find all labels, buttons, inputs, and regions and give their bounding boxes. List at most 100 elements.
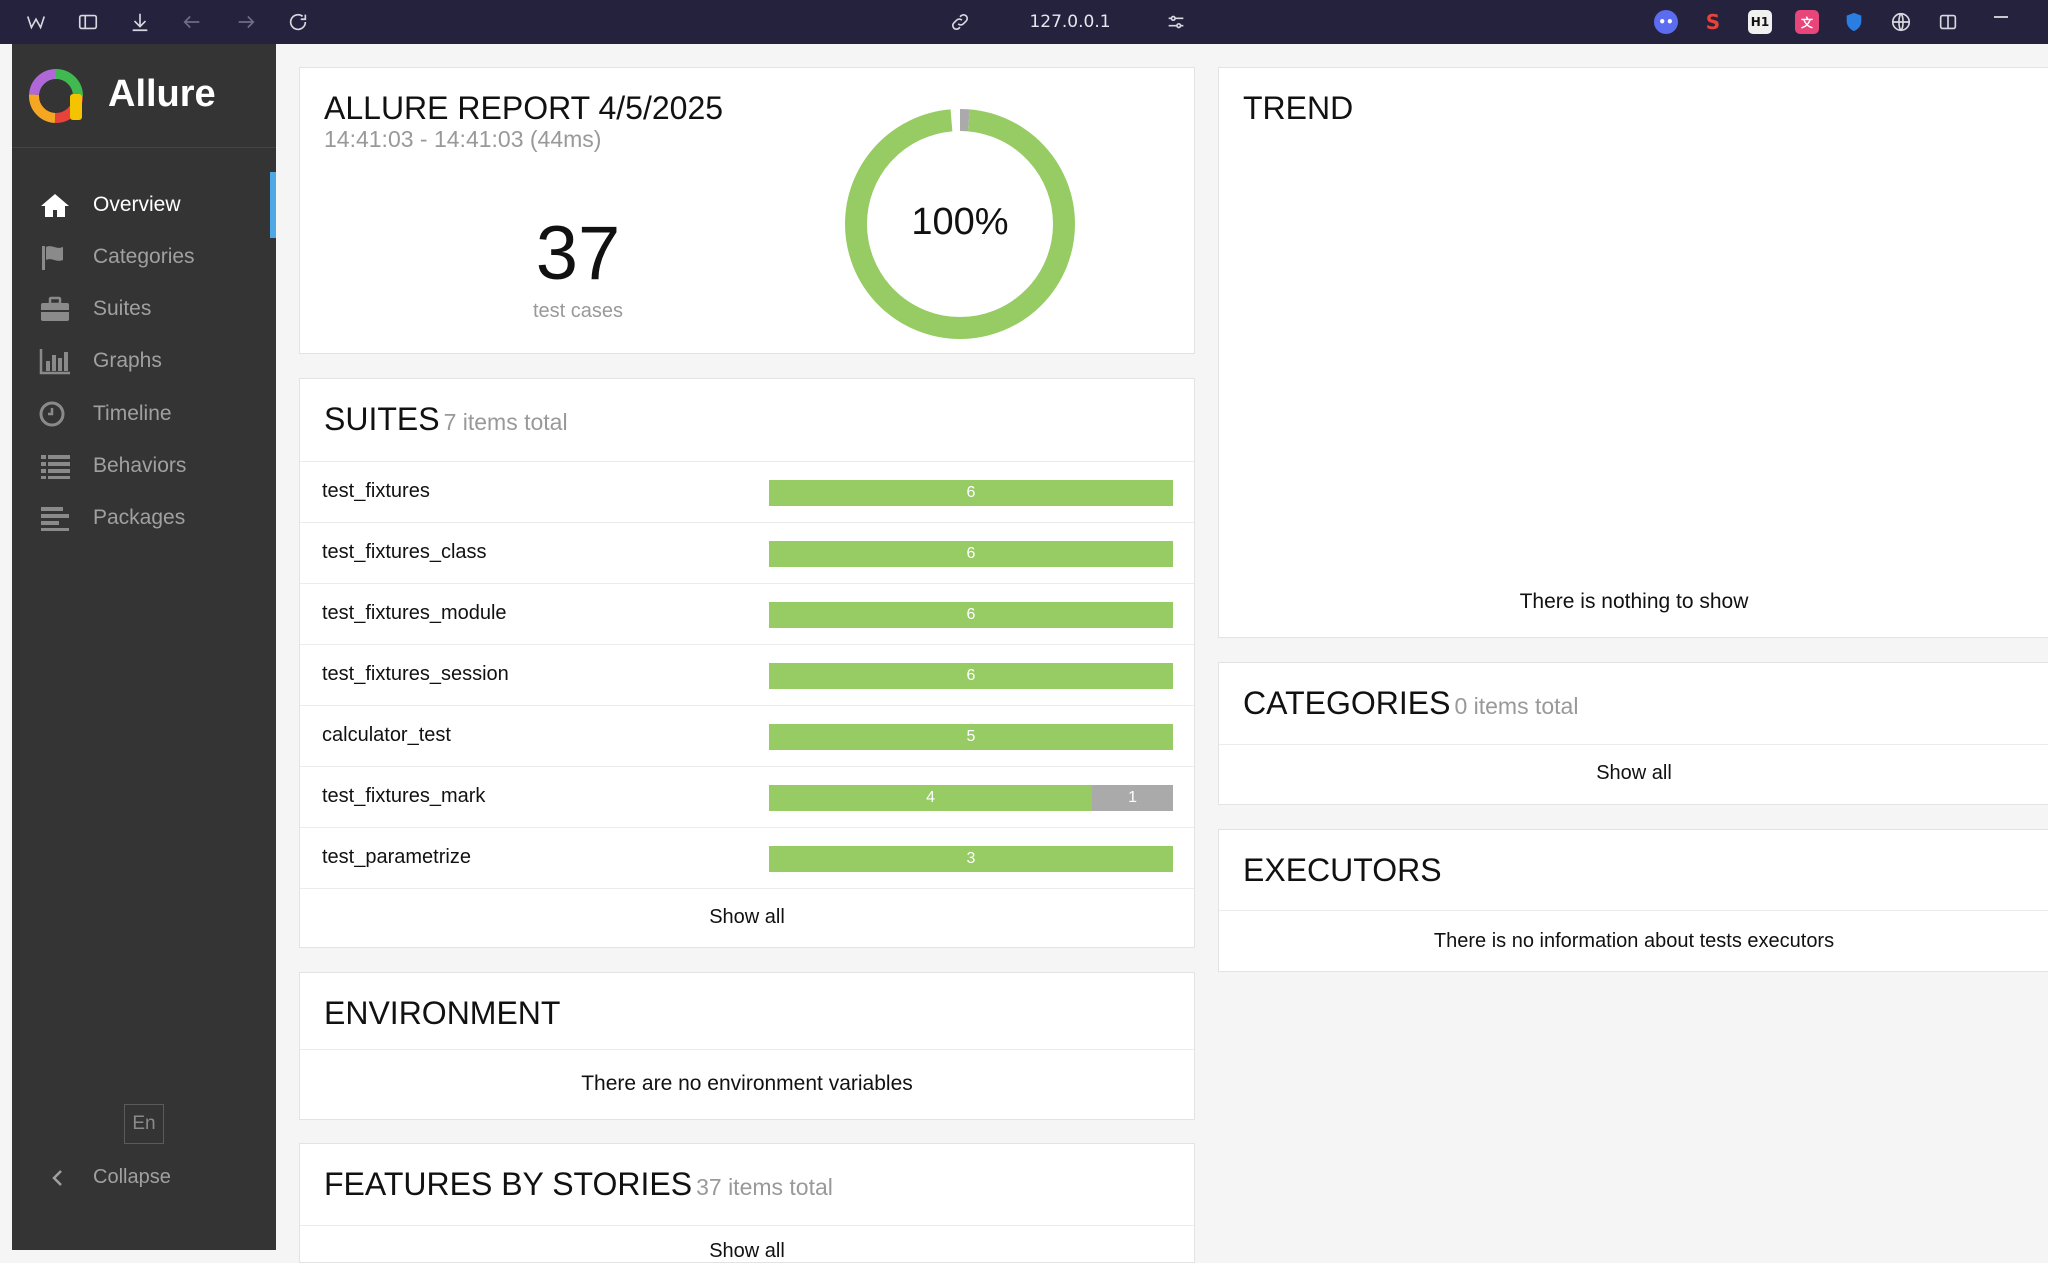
success-rate-label: 100% (911, 201, 1008, 243)
brand-name: Allure (108, 73, 216, 115)
sidebar-toggle-icon[interactable] (74, 8, 102, 36)
suite-name: test_fixtures_mark (322, 785, 486, 807)
test-count-label: test cases (532, 300, 624, 322)
browser-logo-icon[interactable] (22, 8, 50, 36)
collapse-button[interactable]: Collapse (12, 1156, 276, 1200)
suite-name: test_fixtures_class (322, 541, 487, 563)
extension-translate-icon[interactable]: 文 (1795, 10, 1819, 34)
features-show-all-link[interactable]: Show all (709, 1240, 785, 1262)
suite-status-bar: 5 (769, 724, 1173, 750)
suites-panel: SUITES 7 items total test_fixtures 6 test_f… (299, 378, 1195, 948)
donut-skipped-arc (845, 109, 1075, 339)
success-rate-donut[interactable]: 100% (840, 104, 1080, 344)
categories-show-all-link[interactable]: Show all (1596, 762, 1672, 784)
passed-segment: 6 (769, 663, 1173, 689)
language-switch[interactable]: En (124, 1104, 164, 1144)
donut-passed-arc (845, 109, 1075, 339)
sidebar-item-label: Packages (93, 506, 186, 529)
suite-row[interactable]: test_fixtures 6 (300, 461, 1194, 522)
executors-title: EXECUTORS (1243, 852, 1442, 888)
environment-empty-text: There are no environment variables (581, 1072, 913, 1095)
report-time: 14:41:03 - 14:41:03 (44ms) (324, 126, 602, 152)
sidebar-item-categories[interactable]: Categories (12, 224, 276, 290)
site-settings-icon[interactable] (1162, 8, 1190, 36)
suite-status-bar: 6 (769, 541, 1173, 567)
browser-toolbar: 127.0.0.1 •• S H1 文 (0, 0, 2048, 44)
summary-panel: ALLURE REPORT 4/5/2025 14:41:03 - 14:41:… (299, 67, 1195, 354)
executors-panel: EXECUTORS There is no information about … (1218, 829, 2048, 972)
passed-segment: 3 (769, 846, 1173, 872)
sidebar-item-label: Timeline (93, 402, 172, 425)
align-left-icon (41, 507, 69, 531)
collapse-label: Collapse (93, 1166, 171, 1188)
passed-segment: 4 (769, 785, 1093, 811)
extension-bot-icon[interactable]: •• (1654, 10, 1678, 34)
sidebar-item-timeline[interactable]: Timeline (12, 381, 276, 447)
chevron-left-icon (52, 1170, 62, 1186)
extension-shield-icon[interactable] (1842, 10, 1866, 34)
brand-logo[interactable]: Allure (12, 44, 276, 148)
passed-segment: 6 (769, 480, 1173, 506)
suites-count: 7 items total (443, 409, 568, 435)
suite-status-bar: 6 (769, 663, 1173, 689)
environment-title: ENVIRONMENT (324, 995, 561, 1031)
sidebar-item-label: Suites (93, 297, 152, 320)
extension-h1-icon[interactable]: H1 (1748, 10, 1772, 34)
flag-icon (42, 246, 63, 270)
features-panel: FEATURES BY STORIES 37 items total Show a… (299, 1143, 1195, 1263)
sidebar-item-overview[interactable]: Overview (12, 172, 276, 238)
forward-icon[interactable] (232, 8, 260, 36)
categories-panel: CATEGORIES 0 items total Show all (1218, 662, 2048, 805)
sidebar: Allure Overview Categories Suites Graphs… (12, 44, 276, 1250)
suite-row[interactable]: test_fixtures_module 6 (300, 583, 1194, 644)
sidebar-item-label: Graphs (93, 349, 162, 372)
list-icon (41, 455, 70, 479)
sidebar-item-behaviors[interactable]: Behaviors (12, 433, 276, 499)
suite-status-bar: 6 (769, 602, 1173, 628)
allure-logo-icon (29, 69, 83, 123)
suites-title: SUITES 7 items total (324, 401, 568, 437)
trend-panel: TREND There is nothing to show (1218, 67, 2048, 638)
suites-show-all-link[interactable]: Show all (709, 906, 785, 928)
passed-segment: 6 (769, 602, 1173, 628)
sidebar-item-label: Behaviors (93, 454, 187, 477)
download-icon[interactable] (126, 8, 154, 36)
split-view-icon[interactable] (1936, 10, 1960, 34)
active-indicator (270, 172, 276, 238)
sidebar-item-graphs[interactable]: Graphs (12, 328, 276, 394)
categories-count: 0 items total (1454, 693, 1579, 719)
features-title: FEATURES BY STORIES 37 items total (324, 1166, 833, 1202)
suite-name: calculator_test (322, 724, 451, 746)
sidebar-item-packages[interactable]: Packages (12, 485, 276, 551)
trend-empty-text: There is nothing to show (1519, 590, 1749, 613)
test-count: 37 (535, 211, 621, 296)
suite-row[interactable]: calculator_test 5 (300, 705, 1194, 766)
bar-chart-icon (39, 349, 70, 375)
suite-status-bar: 3 (769, 846, 1173, 872)
environment-panel: ENVIRONMENT There are no environment var… (299, 972, 1195, 1120)
suite-name: test_fixtures_module (322, 602, 507, 624)
suite-name: test_fixtures_session (322, 663, 509, 685)
suite-row[interactable]: test_fixtures_class 6 (300, 522, 1194, 583)
passed-segment: 6 (769, 541, 1173, 567)
suite-row[interactable]: test_fixtures_session 6 (300, 644, 1194, 705)
briefcase-icon (41, 296, 69, 321)
categories-title: CATEGORIES 0 items total (1243, 685, 1579, 721)
suite-row[interactable]: test_fixtures_mark 4 1 (300, 766, 1194, 827)
skipped-segment: 1 (1092, 785, 1173, 811)
home-icon (41, 194, 69, 217)
executors-empty-text: There is no information about tests exec… (1433, 930, 1835, 952)
reload-icon[interactable] (284, 8, 312, 36)
suite-row[interactable]: test_parametrize 3 (300, 827, 1194, 888)
address-bar[interactable]: 127.0.0.1 (1029, 12, 1111, 32)
globe-icon[interactable] (1889, 10, 1913, 34)
report-title: ALLURE REPORT 4/5/2025 (324, 90, 724, 126)
extension-seo-icon[interactable]: S (1701, 10, 1725, 34)
suite-name: test_parametrize (322, 846, 471, 868)
suite-name: test_fixtures (322, 480, 430, 502)
link-icon[interactable] (946, 8, 974, 36)
sidebar-item-suites[interactable]: Suites (12, 276, 276, 342)
back-icon[interactable] (178, 8, 206, 36)
minimize-icon[interactable] (1994, 16, 2008, 18)
